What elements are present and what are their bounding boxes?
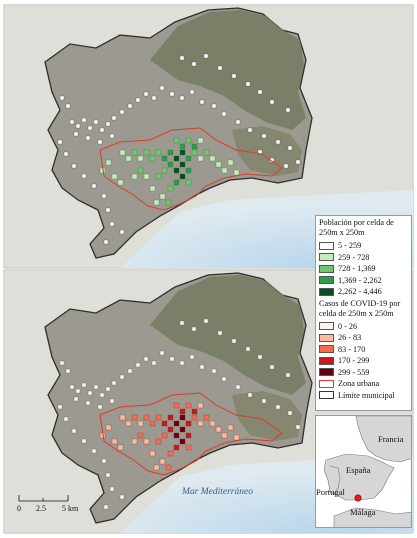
legend-label: 0 - 26 — [338, 321, 358, 331]
covid-cells-high-bottom — [99, 402, 240, 471]
iberia-shape — [323, 453, 395, 501]
legend-swatch — [319, 333, 334, 342]
legend-covid-item: 26 - 83 — [319, 332, 408, 344]
legend-swatch — [319, 253, 334, 262]
legend-covid-item: 299 - 559 — [319, 367, 408, 379]
scale-label-mid: 2.5 — [36, 504, 46, 513]
legend-pop-item: 259 - 728 — [319, 252, 408, 264]
legend-swatch — [319, 264, 334, 273]
legend-covid-item: 83 - 170 — [319, 344, 408, 356]
locator-map: Francia España Portugal Málaga — [315, 415, 412, 528]
population-cells-low-top — [57, 53, 301, 245]
legend-population-title: Población por celda de 250m x 250m — [319, 218, 394, 237]
africa-shape — [333, 507, 411, 527]
legend-label: 299 - 559 — [338, 367, 370, 377]
legend-pop-item: 1,369 - 2,262 — [319, 275, 408, 287]
scale-label-end: 5 km — [62, 504, 79, 513]
legend-swatch — [319, 368, 334, 377]
label-espana: España — [346, 465, 371, 475]
scale-bar: 0 2.5 5 km — [16, 493, 86, 517]
legend-swatch — [319, 379, 334, 388]
legend-pop-item: 728 - 1,369 — [319, 263, 408, 275]
legend-label: 26 - 83 — [338, 333, 362, 343]
hill-area-bottom — [232, 391, 302, 441]
map-legend: Población por celda de 250m x 250m 5 - 2… — [315, 215, 412, 411]
legend-swatch — [319, 322, 334, 331]
legend-label: 1,369 - 2,262 — [338, 275, 382, 285]
legend-swatch — [319, 345, 334, 354]
urban-zone-top — [99, 127, 283, 211]
sea-label: Mar Mediterráneo — [182, 487, 253, 497]
locator-map-graphic — [316, 416, 411, 527]
scale-label-0: 0 — [17, 504, 21, 513]
scale-bar-graphic — [18, 495, 69, 502]
france-shape — [355, 416, 411, 463]
legend-pop-item: 5 - 259 — [319, 240, 408, 252]
covid-cells-low-bottom — [57, 318, 301, 510]
legend-covid-item: 0 - 26 — [319, 321, 408, 333]
urban-zone-bottom — [99, 392, 283, 476]
legend-label: 83 - 170 — [338, 344, 366, 354]
legend-urban-item: Zona urbana — [319, 378, 408, 390]
label-francia: Francia — [378, 434, 404, 444]
label-malaga: Málaga — [350, 507, 376, 517]
mountain-area-bottom — [150, 275, 306, 395]
legend-label: 170 - 299 — [338, 356, 370, 366]
legend-covid-item: 170 - 299 — [319, 355, 408, 367]
legend-swatch — [319, 356, 334, 365]
legend-covid-title: Casos de COVID-19 por celda de 250m x 25… — [319, 298, 401, 318]
legend-pop-item: 2,262 - 4,446 — [319, 286, 408, 298]
top-panel — [3, 4, 414, 269]
legend-label: 5 - 259 — [338, 241, 362, 251]
legend-swatch — [319, 241, 334, 250]
mountain-area-top — [150, 10, 306, 130]
legend-label: 2,262 - 4,446 — [338, 287, 382, 297]
label-portugal: Portugal — [316, 487, 345, 497]
hill-area-top — [232, 126, 302, 176]
legend-boundary-item: Límite municipal — [319, 390, 408, 402]
legend-label: Límite municipal — [338, 390, 395, 400]
legend-swatch — [319, 391, 334, 400]
malaga-marker — [354, 494, 362, 502]
legend-swatch — [319, 287, 334, 296]
legend-label: Zona urbana — [338, 379, 380, 389]
population-cells-mid-top — [99, 137, 240, 206]
legend-label: 259 - 728 — [338, 252, 370, 262]
portugal-border — [329, 465, 341, 495]
legend-label: 728 - 1,369 — [338, 264, 376, 274]
legend-swatch — [319, 276, 334, 285]
